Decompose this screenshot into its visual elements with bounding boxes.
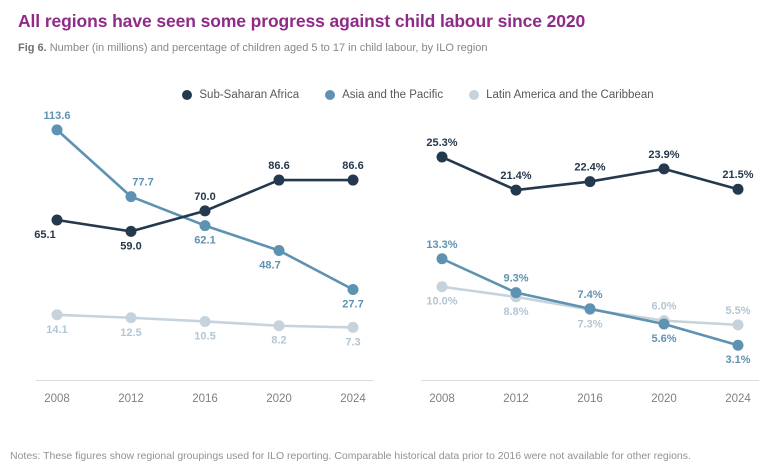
svg-text:5.5%: 5.5% <box>725 305 750 317</box>
svg-text:10.0%: 10.0% <box>426 296 457 308</box>
svg-text:14.1: 14.1 <box>46 324 67 336</box>
svg-text:86.6: 86.6 <box>268 160 289 172</box>
figure-number-label: Fig 6. <box>18 42 47 54</box>
svg-text:65.1: 65.1 <box>34 229 55 241</box>
chart-millions: 2008 2012 2016 2020 2024 65.1 59.0 70.0 86.6 86.6… <box>34 110 374 405</box>
svg-text:22.4%: 22.4% <box>574 162 605 174</box>
svg-text:2016: 2016 <box>192 393 218 405</box>
svg-text:2020: 2020 <box>266 393 292 405</box>
svg-text:7.3%: 7.3% <box>577 319 602 331</box>
legend-item-asia-pacific: Asia and the Pacific <box>325 89 443 101</box>
svg-text:48.7: 48.7 <box>259 259 280 271</box>
svg-text:21.5%: 21.5% <box>722 169 753 181</box>
svg-text:25.3%: 25.3% <box>426 137 457 149</box>
legend-item-label: Latin America and the Caribbean <box>486 89 654 101</box>
svg-text:2024: 2024 <box>340 393 366 405</box>
svg-text:2020: 2020 <box>651 393 677 405</box>
svg-text:8.2: 8.2 <box>271 335 286 347</box>
legend-item-latin-america: Latin America and the Caribbean <box>469 89 654 101</box>
svg-text:27.7: 27.7 <box>342 299 363 311</box>
svg-text:2012: 2012 <box>118 393 144 405</box>
legend-swatch-icon <box>182 90 193 100</box>
svg-text:8.8%: 8.8% <box>503 306 528 318</box>
legend-item-sub-saharan-africa: Sub-Saharan Africa <box>182 89 299 101</box>
chart-percentage: 2008 2012 2016 2020 2024 25.3% 21.4% 22.4% 23.9%… <box>421 137 759 405</box>
svg-text:7.4%: 7.4% <box>577 289 602 301</box>
legend-item-label: Sub-Saharan Africa <box>199 89 300 101</box>
svg-text:2008: 2008 <box>429 393 455 405</box>
svg-text:12.5: 12.5 <box>120 327 141 339</box>
legend: Sub-Saharan Africa Asia and the Pacific … <box>28 89 780 101</box>
svg-text:113.6: 113.6 <box>44 110 71 122</box>
svg-text:13.3%: 13.3% <box>426 239 457 251</box>
svg-text:2024: 2024 <box>725 393 751 405</box>
page-title: All regions have seen some progress agai… <box>18 11 586 31</box>
legend-item-label: Asia and the Pacific <box>342 89 444 101</box>
svg-text:7.3: 7.3 <box>345 336 360 348</box>
svg-text:70.0: 70.0 <box>194 191 215 203</box>
svg-text:9.3%: 9.3% <box>503 273 528 285</box>
svg-text:2008: 2008 <box>44 393 70 405</box>
svg-text:5.6%: 5.6% <box>651 333 676 345</box>
figure-subtitle: Fig 6. Number (in millions) and percentag… <box>18 42 762 54</box>
svg-text:77.7: 77.7 <box>132 177 153 189</box>
svg-text:6.0%: 6.0% <box>651 301 676 313</box>
svg-text:62.1: 62.1 <box>194 235 215 247</box>
figure-notes: Notes: These figures show regional group… <box>10 450 691 462</box>
svg-text:59.0: 59.0 <box>120 240 141 252</box>
svg-text:21.4%: 21.4% <box>500 170 531 182</box>
svg-text:2012: 2012 <box>503 393 529 405</box>
figure-subtitle-text: Number (in millions) and percentage of c… <box>49 42 488 54</box>
svg-text:86.6: 86.6 <box>342 160 363 172</box>
svg-text:10.5: 10.5 <box>194 330 215 342</box>
svg-text:2016: 2016 <box>577 393 603 405</box>
svg-text:3.1%: 3.1% <box>725 354 750 366</box>
svg-text:23.9%: 23.9% <box>648 149 679 161</box>
legend-swatch-icon <box>325 90 336 100</box>
legend-swatch-icon <box>469 90 480 100</box>
